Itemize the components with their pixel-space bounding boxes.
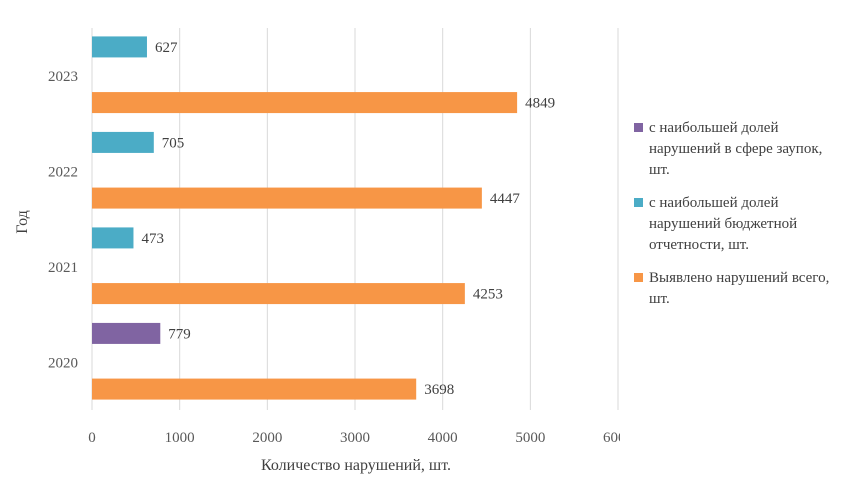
- bar-chart: 779 3698 473 4253 705 4447 627 4849 0 1000 2000 30…: [14, 28, 620, 474]
- data-label-2022-series-1: 705: [162, 135, 185, 151]
- x-tick-label-3000: 3000: [340, 430, 370, 446]
- data-label-2021-series-2: 4253: [473, 287, 503, 303]
- legend-label-total: Выявлено нарушений всего, шт.: [649, 270, 830, 307]
- bar-2021-series-2: [92, 283, 465, 305]
- x-axis-ticks: 0 1000 2000 3000 4000 5000 6000: [88, 430, 620, 446]
- bar-2020-series-2: [92, 378, 417, 400]
- legend-swatch-total: [634, 273, 643, 282]
- bar-2022-series-2: [92, 187, 482, 209]
- data-label-2023-series-1: 627: [155, 40, 178, 56]
- y-axis-title: Год: [14, 210, 31, 234]
- legend: с наибольшей долей нарушений в сфере зау…: [634, 118, 844, 322]
- x-tick-label-0: 0: [88, 430, 96, 446]
- bar-2023-series-1: [92, 36, 147, 58]
- data-label-2020-series-0: 779: [168, 326, 191, 342]
- data-label-2020-series-2: 3698: [424, 382, 454, 398]
- legend-label-procurement: с наибольшей долей нарушений в сфере зау…: [649, 120, 823, 178]
- legend-item-budget: с наибольшей долей нарушений бюджетной о…: [634, 193, 844, 256]
- data-label-2023-series-2: 4849: [525, 96, 555, 112]
- legend-swatch-budget: [634, 198, 643, 207]
- x-tick-label-5000: 5000: [515, 430, 545, 446]
- bar-2021-series-1: [92, 227, 134, 249]
- bar-2020-series-0: [92, 322, 161, 344]
- grid-lines: [91, 28, 619, 410]
- bars: [92, 36, 518, 400]
- x-tick-label-1000: 1000: [165, 430, 195, 446]
- bar-2023-series-2: [92, 92, 518, 114]
- y-tick-label-2020: 2020: [48, 355, 78, 371]
- x-tick-label-2000: 2000: [252, 430, 282, 446]
- legend-item-procurement: с наибольшей долей нарушений в сфере зау…: [634, 118, 844, 181]
- y-axis-ticks: 2020 2021 2022 2023: [48, 69, 78, 372]
- data-labels: 779 3698 473 4253 705 4447 627 4849: [141, 40, 555, 398]
- legend-item-total: Выявлено нарушений всего, шт.: [634, 268, 844, 310]
- x-axis-title: Количество нарушений, шт.: [261, 457, 451, 474]
- y-tick-label-2022: 2022: [48, 164, 78, 180]
- legend-swatch-procurement: [634, 123, 643, 132]
- data-label-2022-series-2: 4447: [490, 191, 521, 207]
- x-tick-label-4000: 4000: [428, 430, 458, 446]
- x-tick-label-6000: 6000: [603, 430, 620, 446]
- y-tick-label-2023: 2023: [48, 69, 78, 85]
- bar-2022-series-1: [92, 131, 154, 153]
- legend-label-budget: с наибольшей долей нарушений бюджетной о…: [649, 195, 798, 253]
- data-label-2021-series-1: 473: [141, 231, 164, 247]
- y-tick-label-2021: 2021: [48, 260, 78, 276]
